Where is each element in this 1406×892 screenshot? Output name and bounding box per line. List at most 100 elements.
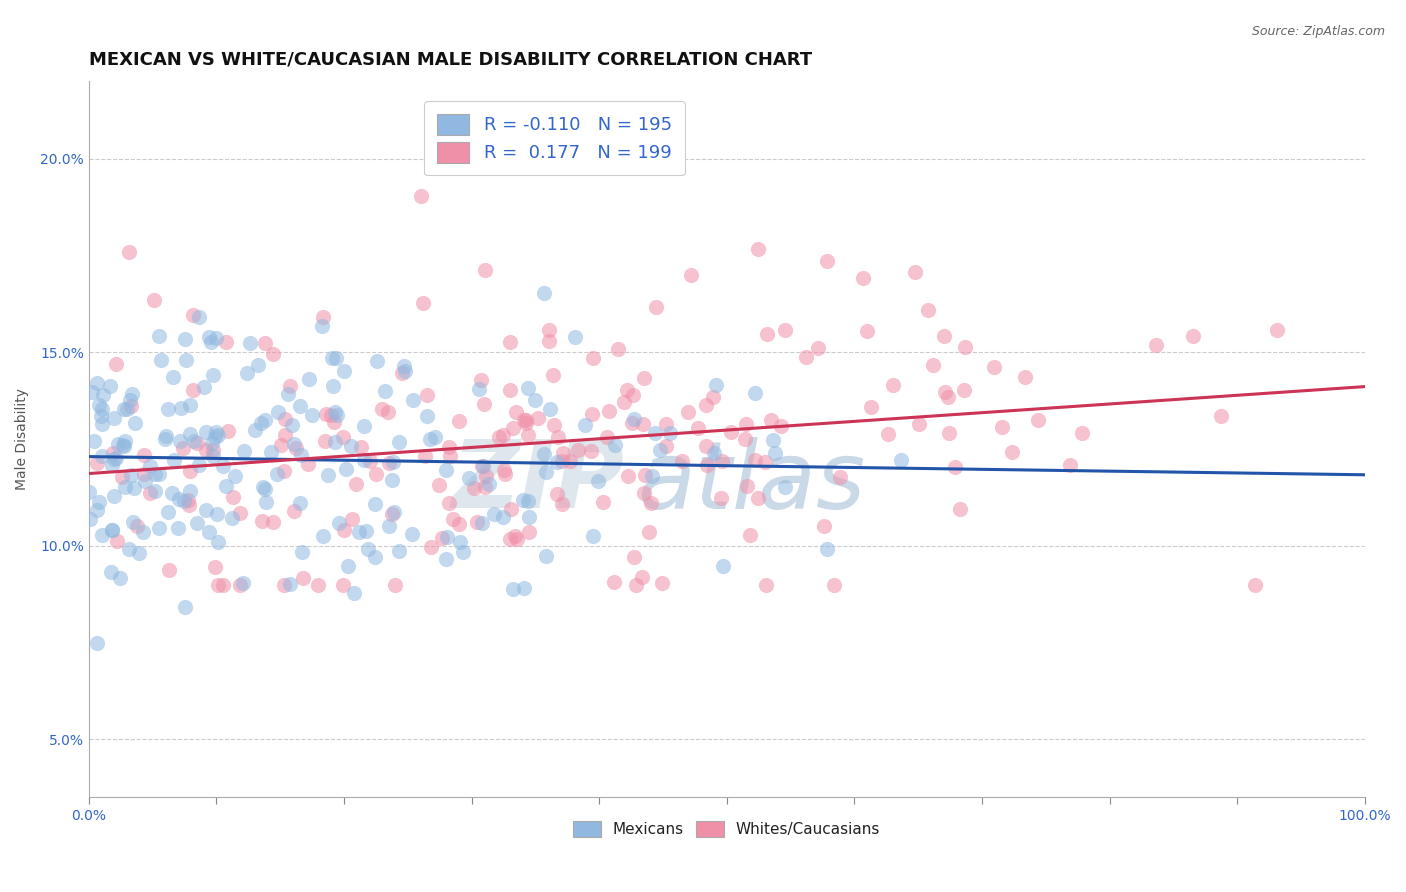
Point (512, 492, 534, 507)
Point (506, 533, 529, 547)
Point (252, 514, 274, 528)
Point (86, 502, 108, 516)
Point (702, 390, 724, 404)
Point (420, 540, 443, 554)
Point (270, 438, 292, 452)
Point (502, 420, 524, 434)
Point (183, 383, 205, 397)
Point (381, 455, 404, 469)
Point (169, 434, 191, 448)
Point (148, 329, 170, 343)
Point (155, 429, 177, 443)
Point (695, 439, 717, 453)
Point (890, 453, 912, 467)
Point (463, 481, 485, 495)
Point (517, 510, 540, 524)
Point (710, 454, 733, 468)
Point (634, 468, 657, 483)
Point (380, 473, 402, 487)
Point (232, 576, 254, 591)
Point (239, 335, 262, 350)
Point (378, 518, 401, 533)
Point (90, 409, 112, 423)
Point (371, 402, 394, 417)
Point (262, 515, 284, 529)
Point (107, 436, 129, 450)
Point (325, 351, 347, 365)
Point (173, 494, 195, 508)
Point (179, 427, 201, 442)
Point (366, 354, 388, 368)
Point (574, 418, 596, 433)
Point (581, 444, 603, 458)
Point (564, 329, 586, 343)
Point (179, 464, 201, 478)
Point (513, 413, 536, 427)
Point (630, 570, 652, 584)
Point (613, 395, 636, 409)
Point (470, 373, 492, 387)
Point (217, 425, 239, 439)
Point (283, 504, 305, 518)
Point (222, 490, 245, 504)
Point (103, 410, 125, 425)
Point (322, 379, 344, 393)
Point (955, 339, 977, 353)
Point (533, 285, 555, 300)
Point (498, 384, 520, 398)
Point (401, 526, 423, 541)
Point (1001, 445, 1024, 459)
Point (204, 560, 226, 574)
Point (747, 242, 769, 256)
Point (581, 407, 603, 421)
Point (233, 444, 256, 458)
Point (492, 462, 515, 476)
Point (449, 534, 471, 549)
Point (711, 558, 734, 573)
Point (513, 582, 536, 596)
Point (121, 386, 143, 401)
Point (533, 448, 555, 462)
Text: MEXICAN VS WHITE/CAUCASIAN MALE DISABILITY CORRELATION CHART: MEXICAN VS WHITE/CAUCASIAN MALE DISABILI… (89, 51, 813, 69)
Point (499, 502, 522, 516)
Point (160, 486, 183, 500)
Point (738, 528, 761, 542)
Point (638, 525, 661, 540)
Point (815, 253, 838, 268)
Point (202, 449, 225, 463)
Point (807, 341, 830, 355)
Point (139, 458, 162, 473)
Point (633, 371, 655, 385)
Point (134, 474, 156, 488)
Point (103, 489, 125, 503)
Point (205, 331, 228, 345)
Point (215, 478, 238, 492)
Point (174, 600, 197, 615)
Point (101, 458, 124, 472)
Point (292, 571, 315, 585)
Point (176, 353, 198, 368)
Point (195, 503, 218, 517)
Point (696, 458, 718, 473)
Point (416, 388, 439, 402)
Point (91, 401, 114, 416)
Point (419, 432, 441, 446)
Point (202, 368, 225, 383)
Point (201, 443, 224, 458)
Point (384, 577, 406, 591)
Point (388, 435, 411, 450)
Point (101, 523, 124, 537)
Point (157, 402, 180, 417)
Point (254, 495, 277, 509)
Point (449, 517, 471, 532)
Point (91, 528, 114, 542)
Point (917, 303, 939, 318)
Point (290, 448, 312, 462)
Point (153, 432, 176, 446)
Point (104, 357, 127, 371)
Point (922, 359, 945, 373)
Point (517, 524, 540, 539)
Point (775, 480, 797, 494)
Point (183, 434, 205, 448)
Point (114, 479, 136, 493)
